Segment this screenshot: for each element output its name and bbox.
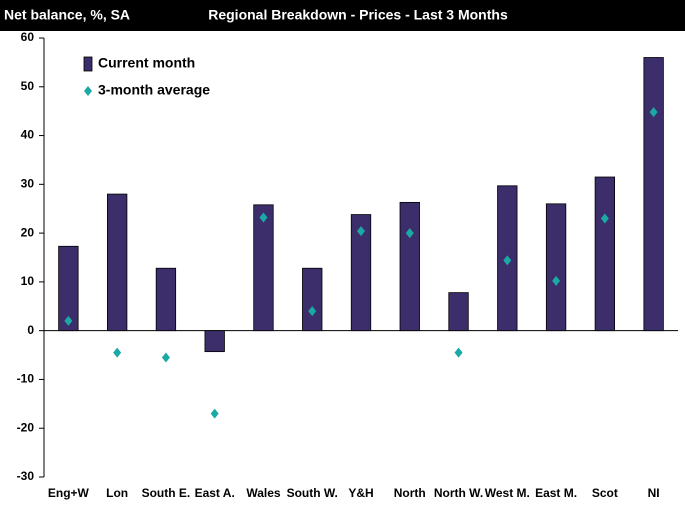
y-tick-label: 30 (21, 177, 35, 191)
bar (350, 214, 372, 332)
x-tick-label: South E. (142, 486, 191, 500)
bar (107, 193, 128, 332)
y-tick-label: 50 (21, 79, 35, 93)
legend-label: Current month (98, 55, 195, 71)
marker (64, 315, 73, 326)
x-tick-label: West M. (485, 486, 530, 500)
y-tick-label: 60 (21, 30, 35, 44)
x-tick-label: East A. (195, 486, 235, 500)
y-tick-label: 0 (27, 323, 34, 337)
y-tick-label: -10 (17, 372, 35, 386)
legend-label: 3-month average (98, 82, 210, 98)
chart-subtitle: Net balance, %, SA (4, 7, 130, 23)
header-bar (0, 0, 685, 31)
marker (210, 408, 219, 419)
chart-title: Regional Breakdown - Prices - Last 3 Mon… (208, 7, 508, 23)
bar (545, 203, 567, 332)
x-tick-label: East M. (535, 486, 577, 500)
marker (405, 228, 414, 239)
y-tick-label: -30 (17, 469, 35, 483)
y-tick-label: -20 (17, 420, 35, 434)
x-tick-label: North (394, 486, 426, 500)
bar (253, 204, 274, 332)
y-tick-label: 20 (21, 225, 35, 239)
y-tick-label: 10 (21, 274, 35, 288)
x-tick-label: Lon (106, 486, 128, 500)
bar (58, 245, 79, 332)
marker (113, 347, 122, 358)
marker (454, 347, 463, 358)
marker (552, 275, 561, 286)
x-tick-label: Eng+W (48, 486, 90, 500)
bar (204, 330, 225, 353)
x-tick-label: NI (648, 486, 660, 500)
bar (302, 267, 323, 332)
x-tick-label: Scot (592, 486, 618, 500)
bar (399, 201, 420, 332)
marker (649, 107, 658, 118)
x-tick-label: South W. (287, 486, 338, 500)
marker (600, 213, 609, 224)
bar (448, 292, 469, 332)
marker (84, 86, 92, 96)
bar (643, 57, 664, 332)
marker (259, 212, 268, 223)
marker (161, 352, 170, 363)
x-tick-label: Y&H (348, 486, 373, 500)
y-tick-label: 40 (21, 128, 35, 142)
marker (357, 226, 365, 237)
bar (155, 267, 177, 332)
x-tick-label: North W. (434, 486, 483, 500)
x-tick-label: Wales (246, 486, 281, 500)
marker (503, 255, 512, 266)
legend-swatch (83, 56, 93, 72)
marker (308, 306, 317, 317)
bar (594, 176, 615, 332)
